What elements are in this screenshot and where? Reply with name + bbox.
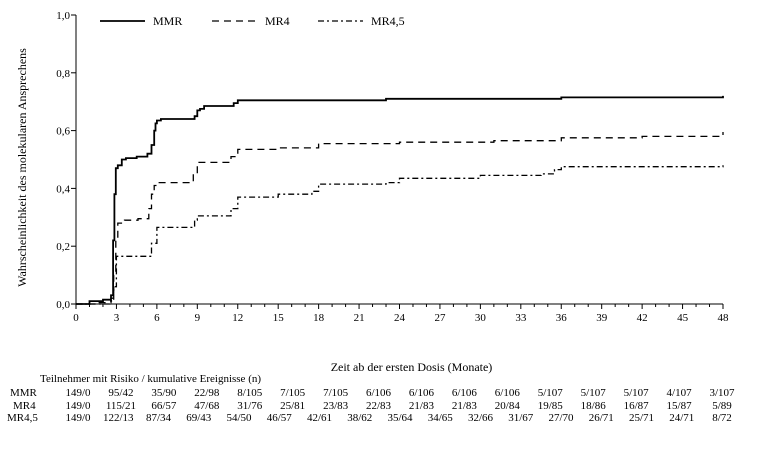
risk-cell: 6/106 — [409, 387, 435, 399]
risk-row-label: MMR — [10, 387, 38, 399]
risk-cell: 26/71 — [589, 412, 614, 424]
x-tick-label: 48 — [718, 312, 730, 324]
risk-cell: 66/57 — [151, 400, 177, 412]
risk-cell: 8/105 — [237, 387, 263, 399]
x-tick-label: 6 — [154, 312, 160, 324]
risk-cell: 32/66 — [468, 412, 494, 424]
series-line-mr4 — [76, 132, 724, 305]
y-tick-label: 1,0 — [56, 10, 70, 22]
risk-cell: 21/83 — [452, 400, 478, 412]
risk-cell: 25/71 — [629, 412, 654, 424]
x-tick-label: 30 — [475, 312, 487, 324]
risk-cell: 16/87 — [624, 400, 650, 412]
risk-cell: 5/107 — [581, 387, 607, 399]
risk-cell: 42/61 — [307, 412, 332, 424]
risk-cell: 6/106 — [495, 387, 521, 399]
x-tick-label: 12 — [232, 312, 243, 324]
risk-cell: 5/107 — [624, 387, 650, 399]
risk-cell: 95/42 — [108, 387, 133, 399]
legend-label: MR4,5 — [371, 14, 405, 28]
risk-cell: 22/83 — [366, 400, 392, 412]
x-tick-label: 15 — [273, 312, 285, 324]
risk-table-header: Teilnehmer mit Risiko / kumulative Ereig… — [40, 373, 261, 385]
risk-cell: 149/0 — [65, 387, 91, 399]
risk-cell: 3/107 — [709, 387, 735, 399]
x-tick-label: 27 — [434, 312, 446, 324]
legend-label: MR4 — [265, 14, 290, 28]
risk-cell: 31/76 — [237, 400, 263, 412]
y-axis-title: Wahrscheinlichkeit des molekularen Anspr… — [15, 48, 29, 287]
x-tick-label: 42 — [637, 312, 648, 324]
risk-cell: 34/65 — [428, 412, 454, 424]
risk-cell: 35/90 — [151, 387, 177, 399]
risk-cell: 69/43 — [186, 412, 212, 424]
risk-cell: 31/67 — [508, 412, 534, 424]
risk-cell: 87/34 — [146, 412, 172, 424]
series-line-mr4-5 — [76, 165, 724, 305]
risk-cell: 27/70 — [548, 412, 574, 424]
risk-cell: 46/57 — [267, 412, 293, 424]
risk-cell: 122/13 — [103, 412, 134, 424]
y-tick-label: 0,0 — [56, 299, 70, 311]
risk-cell: 23/83 — [323, 400, 349, 412]
x-tick-label: 45 — [677, 312, 689, 324]
risk-cell: 8/72 — [712, 412, 732, 424]
risk-cell: 38/62 — [347, 412, 372, 424]
risk-cell: 5/107 — [538, 387, 564, 399]
risk-cell: 149/0 — [65, 400, 91, 412]
risk-cell: 19/85 — [538, 400, 564, 412]
risk-cell: 4/107 — [667, 387, 693, 399]
x-tick-label: 18 — [313, 312, 325, 324]
risk-cell: 7/105 — [280, 387, 306, 399]
risk-row-label: MR4 — [13, 400, 36, 412]
risk-cell: 149/0 — [65, 412, 91, 424]
risk-cell: 6/106 — [366, 387, 392, 399]
x-tick-label: 9 — [195, 312, 201, 324]
y-tick-label: 0,8 — [56, 68, 70, 80]
y-tick-label: 0,6 — [56, 126, 70, 138]
risk-cell: 15/87 — [667, 400, 693, 412]
x-tick-label: 0 — [73, 312, 79, 324]
y-tick-label: 0,4 — [56, 183, 70, 195]
legend-label: MMR — [153, 14, 182, 28]
risk-cell: 5/89 — [712, 400, 732, 412]
risk-cell: 24/71 — [669, 412, 694, 424]
risk-row-label: MR4,5 — [7, 412, 38, 424]
risk-cell: 6/106 — [452, 387, 478, 399]
y-tick-label: 0,2 — [56, 241, 70, 253]
risk-cell: 47/68 — [194, 400, 220, 412]
x-tick-label: 24 — [394, 312, 406, 324]
x-tick-label: 33 — [515, 312, 527, 324]
risk-cell: 35/64 — [387, 412, 413, 424]
risk-cell: 20/84 — [495, 400, 521, 412]
x-tick-label: 3 — [114, 312, 120, 324]
x-axis-title: Zeit ab der ersten Dosis (Monate) — [331, 360, 493, 374]
risk-cell: 7/105 — [323, 387, 349, 399]
risk-cell: 54/50 — [226, 412, 252, 424]
risk-cell: 115/21 — [106, 400, 136, 412]
risk-cell: 22/98 — [194, 387, 220, 399]
risk-cell: 18/86 — [581, 400, 607, 412]
risk-cell: 21/83 — [409, 400, 435, 412]
series-line-mmr — [76, 95, 724, 305]
x-tick-label: 36 — [556, 312, 568, 324]
risk-cell: 25/81 — [280, 400, 305, 412]
x-tick-label: 21 — [354, 312, 365, 324]
x-tick-label: 39 — [596, 312, 608, 324]
